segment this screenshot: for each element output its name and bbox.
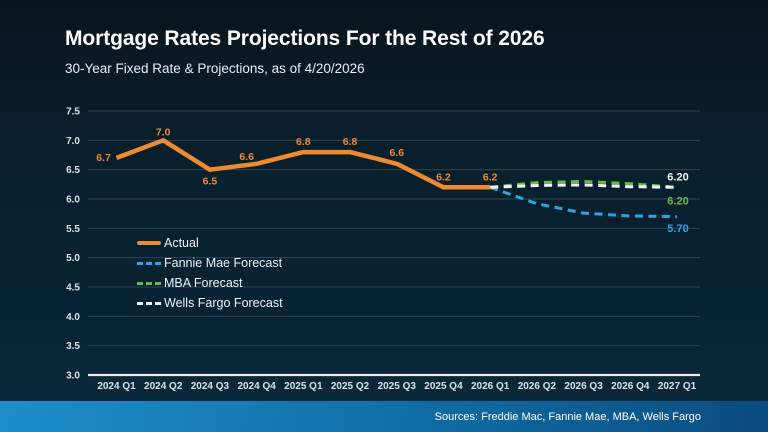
end-value-label: 6.20: [667, 195, 688, 207]
series-line-wells-fargo-forecast: [490, 183, 678, 189]
legend-label-wells-fargo: Wells Fargo Forecast: [164, 296, 283, 310]
end-value-label: 6.20: [667, 171, 688, 183]
y-tick-label: 4.0: [66, 312, 80, 323]
legend-item-actual: Actual: [137, 233, 283, 253]
y-tick-label: 5.0: [66, 253, 80, 264]
x-tick-label: 2024 Q4: [237, 381, 276, 392]
x-tick-label: 2027 Q1: [658, 381, 697, 392]
series-line-fannie-mae-forecast: [489, 185, 678, 219]
x-tick-label: 2026 Q2: [518, 381, 557, 392]
x-tick-label: 2026 Q3: [564, 381, 603, 392]
legend-label-mba: MBA Forecast: [164, 276, 243, 290]
x-tick-label: 2025 Q3: [378, 381, 417, 392]
data-label: 7.0: [156, 126, 171, 138]
y-tick-label: 6.5: [66, 165, 80, 176]
legend-item-wells-fargo: Wells Fargo Forecast: [137, 293, 283, 313]
y-tick-label: 3.0: [66, 371, 80, 382]
data-label: 6.8: [343, 136, 358, 148]
legend-item-mba: MBA Forecast: [137, 273, 283, 293]
series-line-actual: [115, 138, 491, 190]
end-value-label: 5.70: [667, 223, 688, 235]
x-tick-label: 2024 Q3: [191, 381, 230, 392]
legend-label-actual: Actual: [164, 236, 199, 250]
legend-item-fannie-mae: Fannie Mae Forecast: [137, 253, 283, 273]
mba-dash-swatch: [137, 281, 161, 285]
data-label: 6.6: [239, 151, 254, 163]
x-tick-label: 2024 Q1: [97, 381, 136, 392]
page-subtitle: 30-Year Fixed Rate & Projections, as of …: [65, 61, 365, 76]
x-tick-label: 2026 Q4: [611, 381, 650, 392]
data-label: 6.7: [96, 152, 111, 164]
data-label: 6.5: [203, 176, 218, 188]
x-tick-label: 2025 Q1: [284, 381, 323, 392]
data-label: 6.2: [483, 171, 498, 183]
legend-label-fannie-mae: Fannie Mae Forecast: [164, 256, 283, 270]
y-tick-label: 6.0: [66, 195, 80, 206]
series-line-mba-forecast: [490, 179, 678, 189]
y-tick-label: 7.0: [66, 136, 80, 147]
sources-text: Sources: Freddie Mac, Fannie Mae, MBA, W…: [434, 410, 701, 423]
page-title: Mortgage Rates Projections For the Rest …: [65, 27, 545, 50]
chart-legend: Actual Fannie Mae Forecast MBA Forecast …: [137, 233, 283, 313]
x-tick-label: 2024 Q2: [144, 381, 183, 392]
sources-bar: Sources: Freddie Mac, Fannie Mae, MBA, W…: [0, 401, 768, 432]
actual-line-swatch: [137, 241, 161, 245]
y-tick-label: 7.5: [66, 107, 80, 118]
y-tick-label: 3.5: [66, 341, 80, 352]
data-label: 6.8: [296, 136, 311, 148]
fannie-mae-dash-swatch: [137, 261, 161, 265]
x-tick-label: 2025 Q4: [424, 381, 463, 392]
y-tick-label: 5.5: [66, 224, 80, 235]
wells-fargo-dash-swatch: [137, 301, 161, 305]
x-tick-label: 2025 Q2: [331, 381, 370, 392]
y-tick-label: 4.5: [66, 283, 80, 294]
x-tick-label: 2026 Q1: [471, 381, 510, 392]
data-label: 6.6: [389, 147, 404, 159]
data-label: 6.2: [436, 171, 451, 183]
